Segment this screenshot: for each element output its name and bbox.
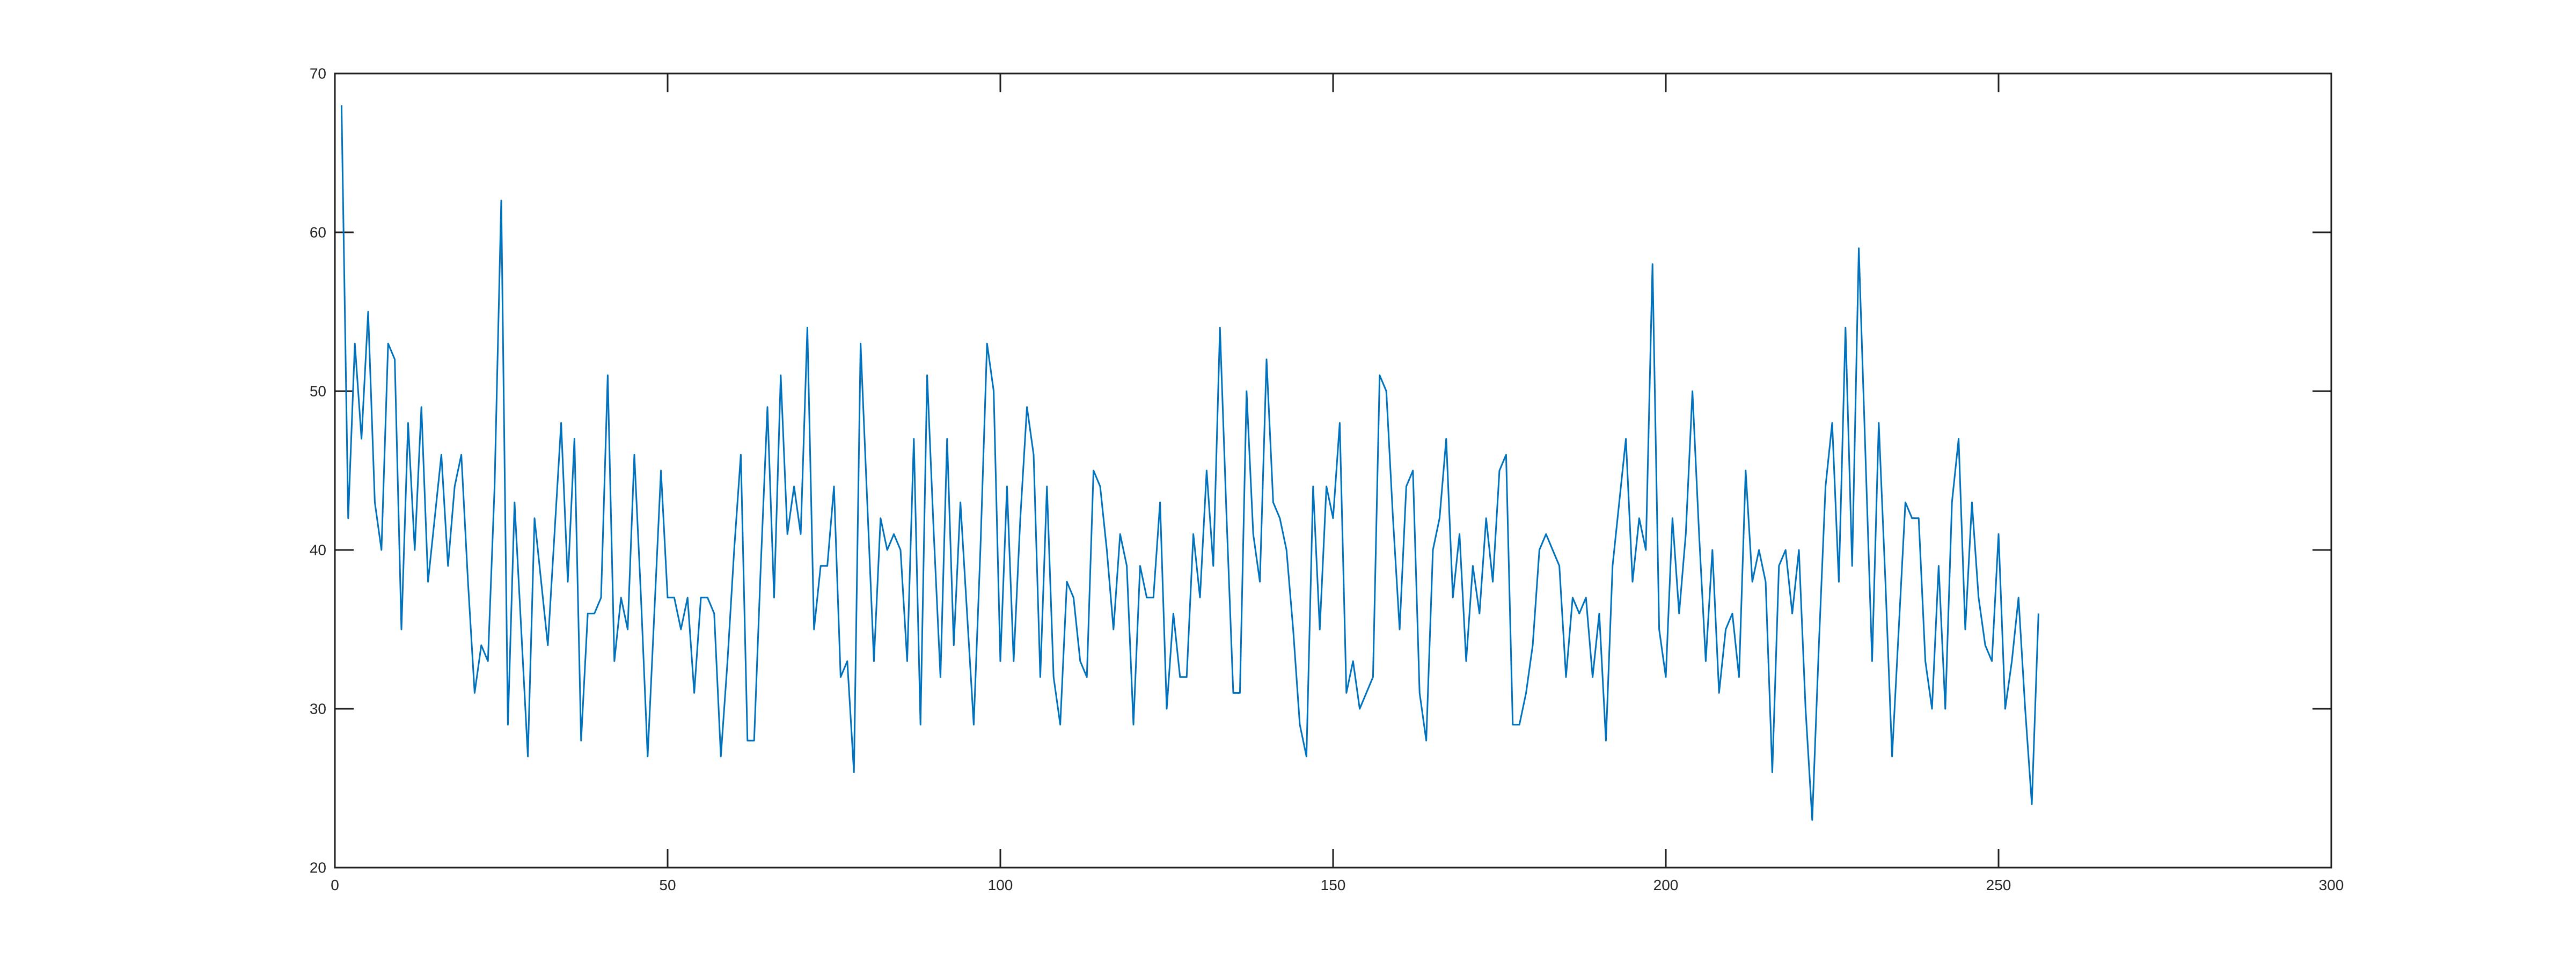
x-tick-label: 250 xyxy=(1986,877,2011,893)
y-tick-label: 30 xyxy=(310,701,326,717)
y-tick-label: 40 xyxy=(310,542,326,559)
data-series-line xyxy=(340,105,2039,821)
plot-background xyxy=(335,74,2331,868)
y-tick-label: 50 xyxy=(310,383,326,400)
y-tick-label: 70 xyxy=(310,65,326,82)
x-tick-label: 50 xyxy=(659,877,676,893)
y-tick-label: 60 xyxy=(310,224,326,241)
axis-tick-labels: 0 50 100 150 200 250 300 20 30 40 50 60 70 xyxy=(310,65,2344,894)
x-tick-label: 200 xyxy=(1653,877,1679,893)
x-tick-label: 0 xyxy=(331,877,339,893)
axes-box-frame xyxy=(334,72,2332,869)
x-tick-label: 100 xyxy=(988,877,1013,893)
x-tick-label: 150 xyxy=(1321,877,1346,893)
y-tick-label: 20 xyxy=(310,860,326,876)
x-tick-label: 300 xyxy=(2319,877,2344,893)
